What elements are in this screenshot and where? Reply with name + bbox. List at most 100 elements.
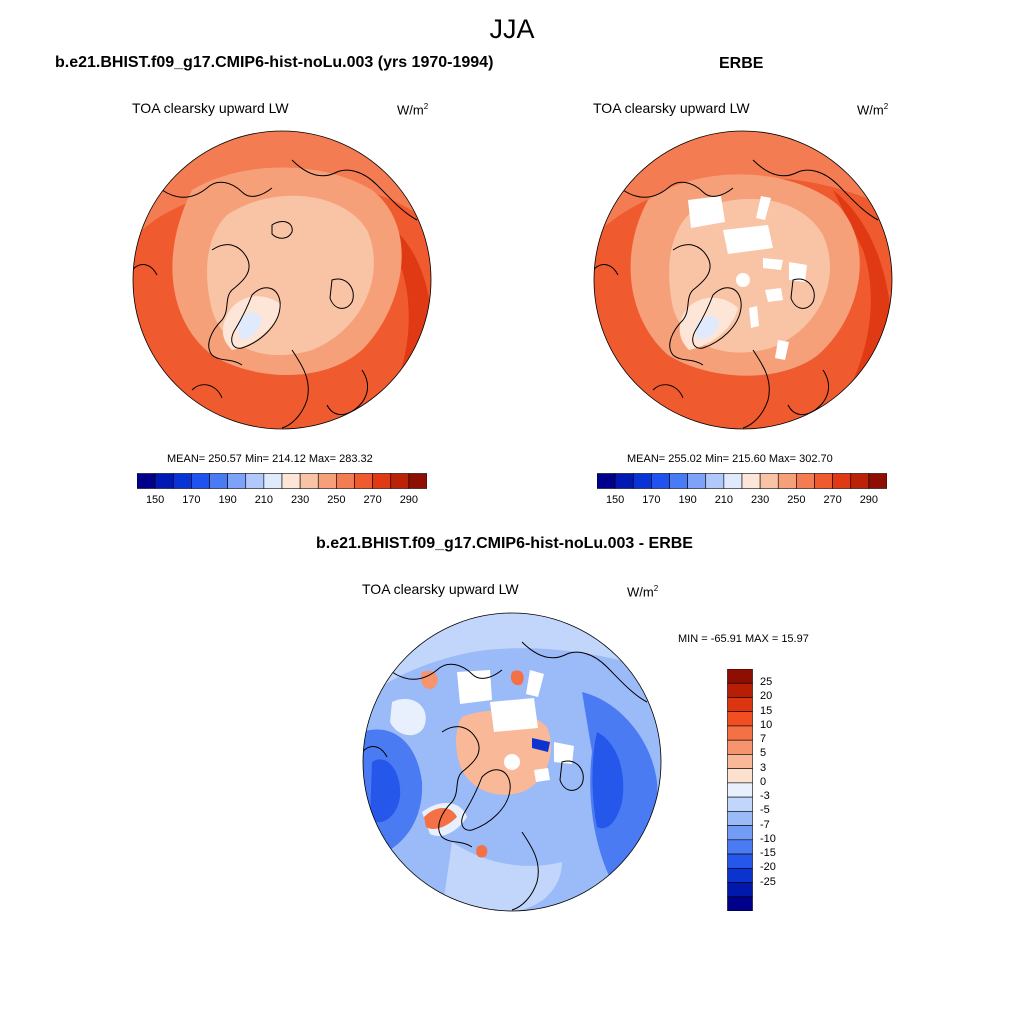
- colorbar-tick-label: -3: [760, 790, 770, 803]
- obs-stats: MEAN= 255.02 Min= 215.60 Max= 302.70: [627, 453, 833, 465]
- model-colorbar: [137, 473, 427, 489]
- figure-title: JJA: [489, 14, 535, 44]
- diff-colorbar: [727, 669, 753, 911]
- colorbar-tick-label: 0: [760, 775, 767, 788]
- diff-panel-title: b.e21.BHIST.f09_g17.CMIP6-hist-noLu.003 …: [316, 535, 693, 552]
- model-units-label: W/m2: [397, 102, 429, 118]
- colorbar-swatch: [727, 754, 753, 769]
- colorbar-swatch: [687, 473, 707, 489]
- colorbar-swatch: [796, 473, 815, 489]
- diff-variable-label: TOA clearsky upward LW: [362, 581, 519, 597]
- colorbar-tick-label: 190: [218, 494, 237, 506]
- colorbar-swatch: [154, 473, 174, 489]
- colorbar-swatch: [727, 697, 753, 713]
- colorbar-swatch: [227, 473, 247, 489]
- colorbar-tick-label: 270: [823, 494, 842, 506]
- colorbar-swatch: [727, 682, 753, 698]
- model-colorbar-ticks: 150 170 190 210 230 250 270 290: [137, 494, 427, 508]
- colorbar-tick-label: 170: [642, 494, 661, 506]
- colorbar-swatch: [832, 473, 852, 489]
- colorbar-swatch: [727, 768, 753, 784]
- colorbar-tick-label: 190: [678, 494, 697, 506]
- colorbar-swatch: [741, 473, 761, 489]
- colorbar-tick-label: 170: [182, 494, 201, 506]
- colorbar-swatch: [727, 739, 753, 755]
- colorbar-swatch: [390, 473, 410, 489]
- colorbar-tick-label: 5: [760, 747, 767, 760]
- colorbar-swatch: [727, 825, 753, 841]
- colorbar-swatch: [868, 473, 887, 489]
- colorbar-swatch: [354, 473, 373, 489]
- colorbar-swatch: [727, 811, 753, 826]
- diff-polar-map: [362, 612, 662, 912]
- colorbar-tick-label: -15: [760, 847, 776, 860]
- colorbar-swatch: [372, 473, 392, 489]
- colorbar-swatch: [727, 853, 753, 869]
- model-stats: MEAN= 250.57 Min= 214.12 Max= 283.32: [167, 453, 373, 465]
- diff-units-label: W/m2: [627, 584, 659, 600]
- diff-colorbar-ticks: 25 20 15 10 7 5 3 0 -3 -5 -7 -10 -15 -20 -25: [758, 669, 798, 911]
- obs-colorbar: [597, 473, 887, 489]
- colorbar-swatch: [727, 867, 753, 883]
- colorbar-tick-label: 15: [760, 704, 773, 717]
- obs-colorbar-ticks: 150 170 190 210 230 250 270 290: [597, 494, 887, 508]
- colorbar-swatch: [245, 473, 265, 489]
- colorbar-swatch: [727, 896, 753, 911]
- colorbar-tick-label: -7: [760, 818, 770, 831]
- colorbar-swatch: [336, 473, 355, 489]
- colorbar-swatch: [727, 725, 753, 741]
- colorbar-swatch: [727, 782, 753, 798]
- colorbar-tick-label: 250: [787, 494, 806, 506]
- colorbar-swatch: [705, 473, 725, 489]
- colorbar-swatch: [651, 473, 670, 489]
- colorbar-tick-label: 20: [760, 690, 773, 703]
- colorbar-swatch: [850, 473, 870, 489]
- colorbar-tick-label: 210: [254, 494, 274, 506]
- colorbar-tick-label: 150: [145, 494, 165, 506]
- colorbar-swatch: [137, 473, 156, 489]
- colorbar-tick-label: 10: [760, 718, 773, 731]
- colorbar-tick-label: 150: [605, 494, 625, 506]
- colorbar-tick-label: -25: [760, 875, 776, 888]
- model-polar-map: [132, 130, 432, 430]
- diff-stats: MIN = -65.91 MAX = 15.97: [678, 633, 809, 645]
- colorbar-swatch: [597, 473, 616, 489]
- colorbar-swatch: [614, 473, 634, 489]
- colorbar-swatch: [408, 473, 427, 489]
- colorbar-swatch: [727, 796, 753, 812]
- colorbar-tick-label: 210: [714, 494, 734, 506]
- colorbar-swatch: [723, 473, 743, 489]
- colorbar-tick-label: 290: [859, 494, 879, 506]
- colorbar-swatch: [317, 473, 337, 489]
- colorbar-tick-label: 270: [363, 494, 382, 506]
- colorbar-swatch: [777, 473, 797, 489]
- colorbar-tick-label: 7: [760, 733, 767, 746]
- colorbar-tick-label: 3: [760, 761, 767, 774]
- colorbar-swatch: [172, 473, 192, 489]
- colorbar-tick-label: -5: [760, 804, 770, 817]
- colorbar-swatch: [727, 882, 753, 898]
- colorbar-swatch: [281, 473, 301, 489]
- colorbar-tick-label: 25: [760, 676, 773, 689]
- obs-variable-label: TOA clearsky upward LW: [593, 100, 750, 116]
- colorbar-swatch: [727, 711, 753, 727]
- colorbar-swatch: [263, 473, 283, 489]
- colorbar-swatch: [727, 839, 753, 855]
- model-variable-label: TOA clearsky upward LW: [132, 100, 289, 116]
- colorbar-swatch: [759, 473, 779, 489]
- colorbar-swatch: [299, 473, 319, 489]
- colorbar-swatch: [191, 473, 210, 489]
- colorbar-tick-label: 230: [290, 494, 310, 506]
- obs-polar-map: [593, 130, 893, 430]
- obs-panel-title: ERBE: [719, 55, 764, 72]
- colorbar-tick-label: 290: [399, 494, 419, 506]
- model-panel-title: b.e21.BHIST.f09_g17.CMIP6-hist-noLu.003 …: [55, 54, 494, 71]
- colorbar-swatch: [814, 473, 833, 489]
- colorbar-tick-label: -10: [760, 832, 776, 845]
- colorbar-tick-label: 250: [327, 494, 346, 506]
- colorbar-swatch: [727, 669, 753, 684]
- obs-units-label: W/m2: [857, 102, 889, 118]
- colorbar-swatch: [209, 473, 228, 489]
- colorbar-tick-label: 230: [750, 494, 770, 506]
- colorbar-tick-label: -20: [760, 861, 776, 874]
